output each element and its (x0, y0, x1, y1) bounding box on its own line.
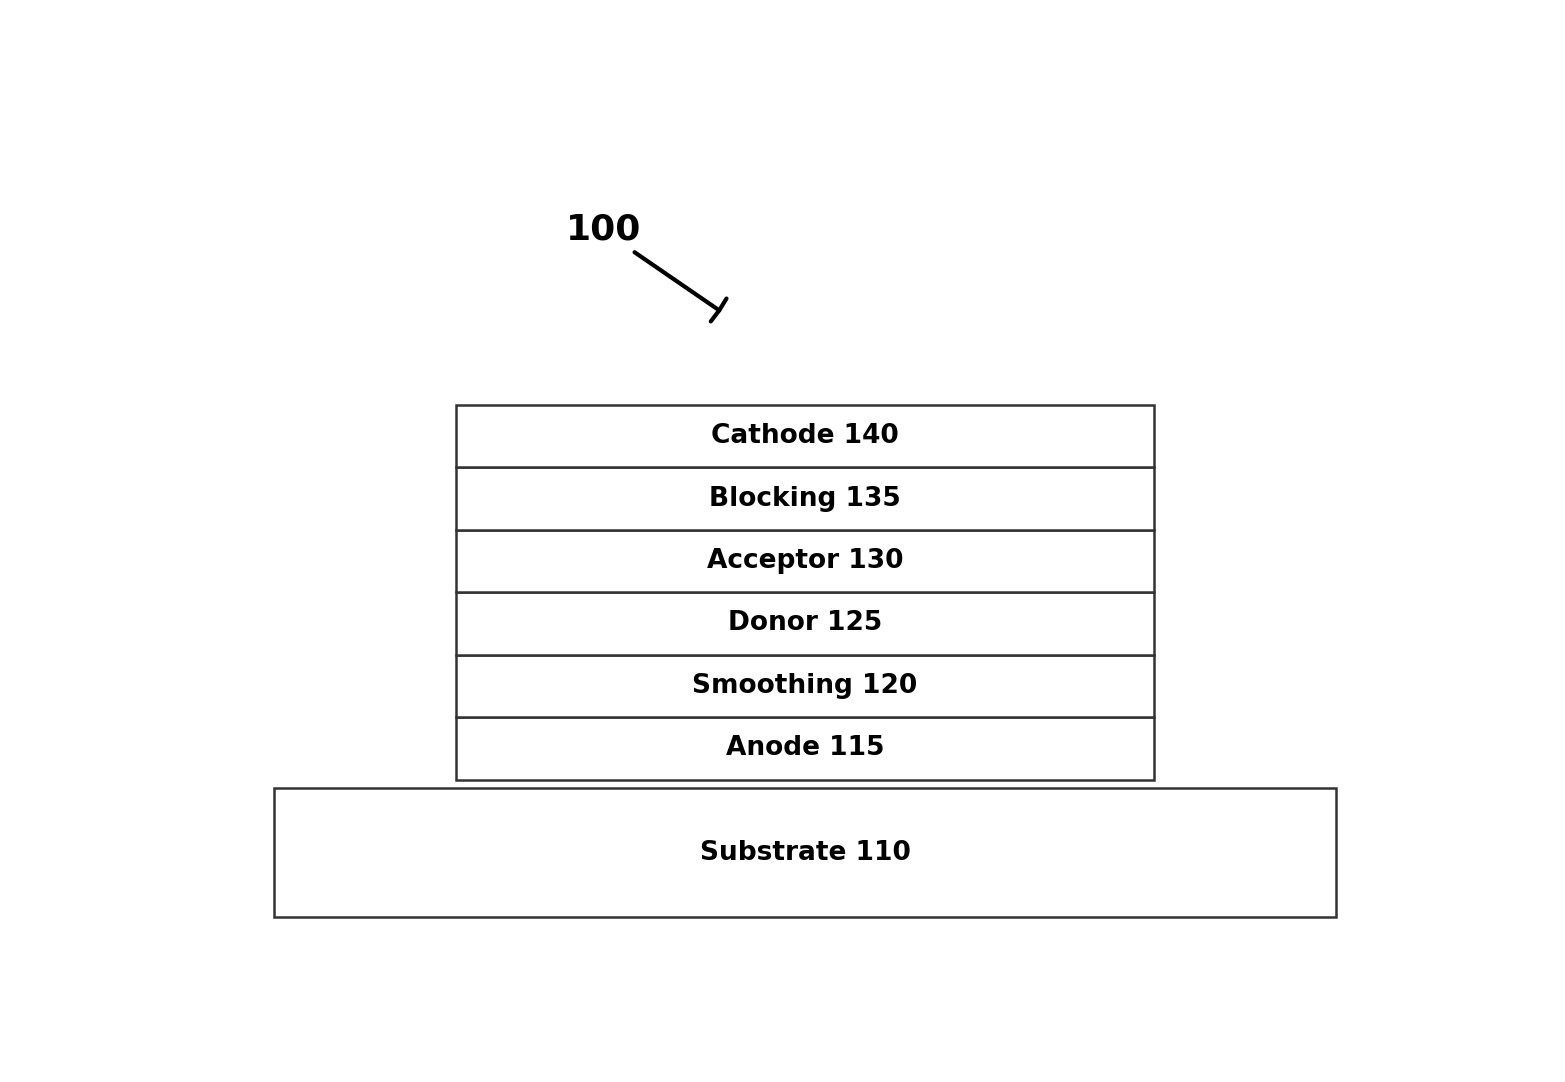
Bar (457, 405, 1153, 467)
Text: 100: 100 (565, 213, 642, 247)
Bar (457, 655, 1153, 717)
Text: Cathode 140: Cathode 140 (711, 423, 898, 449)
Text: Anode 115: Anode 115 (726, 736, 884, 762)
Bar (457, 530, 1153, 592)
Text: Donor 125: Donor 125 (728, 610, 883, 636)
Text: Smoothing 120: Smoothing 120 (692, 673, 917, 699)
Text: Substrate 110: Substrate 110 (700, 840, 911, 866)
Text: Acceptor 130: Acceptor 130 (707, 547, 903, 573)
Bar (274, 788, 1337, 918)
Text: Blocking 135: Blocking 135 (709, 486, 901, 512)
Bar (457, 467, 1153, 530)
Bar (457, 717, 1153, 780)
Bar (457, 592, 1153, 655)
